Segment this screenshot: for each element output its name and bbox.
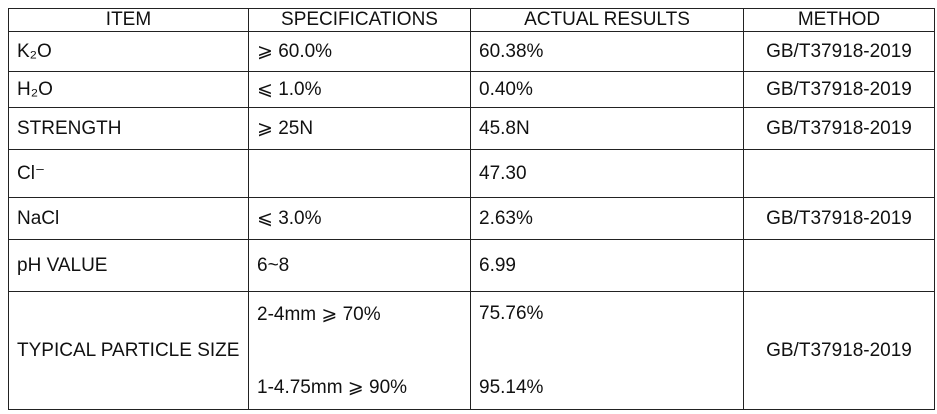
cell: GB/T37918-2019	[743, 31, 935, 72]
cell-lines: 2-4mm ⩾ 70% 1-4.75mm ⩾ 90%	[257, 303, 462, 399]
header-cell: ACTUAL RESULTS	[470, 8, 744, 32]
table-row: NaCl ⩽ 3.0% 2.63% GB/T37918-2019	[8, 197, 935, 240]
cell-lines: 75.76% 95.14%	[479, 303, 735, 399]
empty-cell	[248, 149, 471, 198]
table-row: TYPICAL PARTICLE SIZE 2-4mm ⩾ 70% 1-4.75mm…	[8, 291, 935, 410]
cell: GB/T37918-2019	[743, 107, 935, 150]
cell: NaCl	[8, 197, 249, 240]
cell: ⩾ 25N	[248, 107, 471, 150]
cell: GB/T37918-2019	[743, 291, 935, 410]
header-cell: ITEM	[8, 8, 249, 32]
cell: ⩾ 60.0%	[248, 31, 471, 72]
cell-line: 1-4.75mm ⩾ 90%	[257, 376, 408, 398]
empty-cell	[743, 149, 935, 198]
cell-line: 75.76%	[479, 302, 544, 324]
table-row: pH VALUE 6~8 6.99	[8, 239, 935, 292]
table-row: Cl⁻ 47.30	[8, 149, 935, 198]
cell-line: 95.14%	[479, 376, 544, 398]
header-row: ITEM SPECIFICATIONS ACTUAL RESULTS METHOD	[8, 8, 935, 32]
cell: 2-4mm ⩾ 70% 1-4.75mm ⩾ 90%	[248, 291, 471, 410]
cell: ⩽ 3.0%	[248, 197, 471, 240]
cell-line: 2-4mm ⩾ 70%	[257, 303, 381, 325]
cell: H₂O	[8, 71, 249, 108]
cell: TYPICAL PARTICLE SIZE	[8, 291, 249, 410]
cell: 75.76% 95.14%	[470, 291, 744, 410]
header-cell: SPECIFICATIONS	[248, 8, 471, 32]
empty-cell	[743, 239, 935, 292]
table-row: H₂O ⩽ 1.0% 0.40% GB/T37918-2019	[8, 71, 935, 108]
header-cell: METHOD	[743, 8, 935, 32]
table-row: STRENGTH ⩾ 25N 45.8N GB/T37918-2019	[8, 107, 935, 150]
cell: 45.8N	[470, 107, 744, 150]
cell: 0.40%	[470, 71, 744, 108]
cell: STRENGTH	[8, 107, 249, 150]
cell: 60.38%	[470, 31, 744, 72]
cell: Cl⁻	[8, 149, 249, 198]
cell: 47.30	[470, 149, 744, 198]
cell: ⩽ 1.0%	[248, 71, 471, 108]
cell: K₂O	[8, 31, 249, 72]
cell: GB/T37918-2019	[743, 71, 935, 108]
table-row: K₂O ⩾ 60.0% 60.38% GB/T37918-2019	[8, 31, 935, 72]
spec-table: ITEM SPECIFICATIONS ACTUAL RESULTS METHOD K…	[8, 8, 935, 410]
cell: 6~8	[248, 239, 471, 292]
cell: 2.63%	[470, 197, 744, 240]
cell: GB/T37918-2019	[743, 197, 935, 240]
cell: pH VALUE	[8, 239, 249, 292]
cell: 6.99	[470, 239, 744, 292]
table-body: K₂O ⩾ 60.0% 60.38% GB/T37918-2019 H₂O ⩽ 1.0% 0…	[8, 31, 935, 410]
